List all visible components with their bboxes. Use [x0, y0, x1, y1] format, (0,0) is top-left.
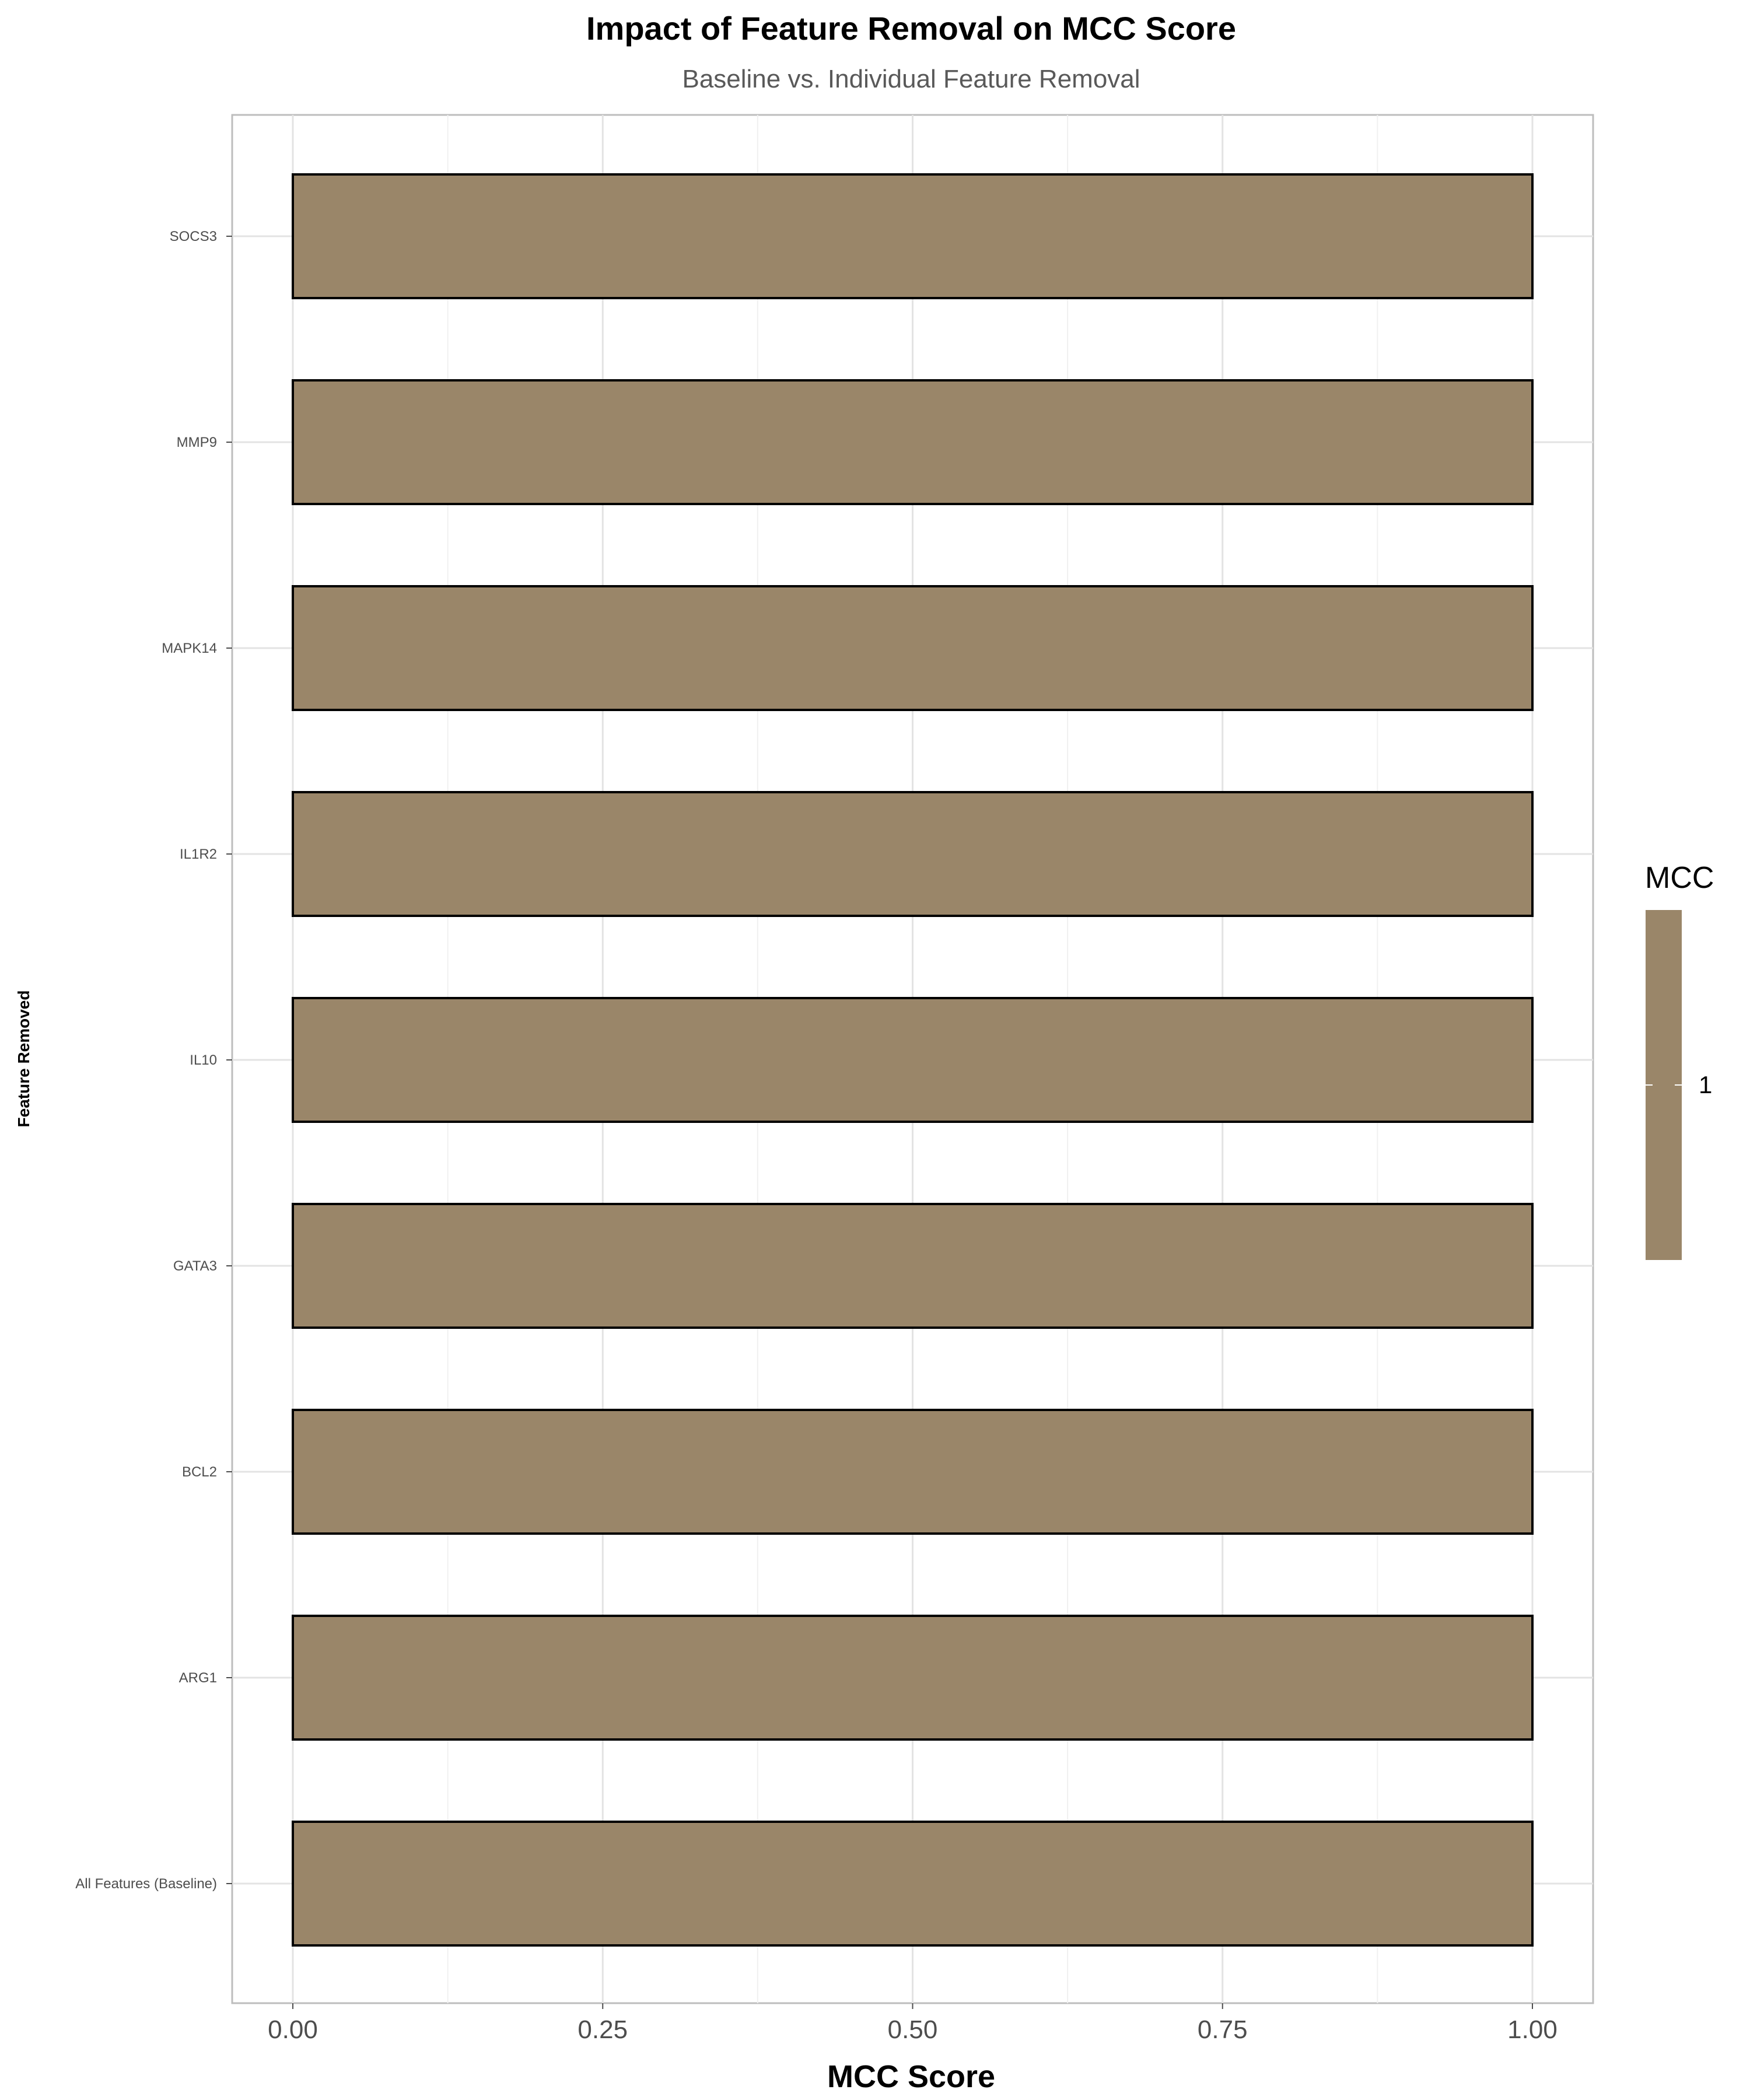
- y-tick-label: IL10: [190, 1052, 217, 1068]
- bar: [292, 379, 1534, 505]
- y-tick-label: ARG1: [179, 1670, 217, 1686]
- y-axis-ticks: All Features (Baseline) ARG1 BCL2 GATA3 IL10…: [75, 229, 232, 1892]
- bar: [292, 173, 1534, 299]
- y-tick-label: SOCS3: [170, 229, 217, 244]
- bar: [292, 585, 1534, 711]
- plot-area: [231, 114, 1594, 2004]
- y-tick-label: MMP9: [177, 435, 217, 450]
- bar: [292, 791, 1534, 917]
- y-tick-label: GATA3: [173, 1258, 217, 1274]
- x-tick-label: 1.00: [1507, 2015, 1558, 2044]
- x-tick-label: 0.00: [268, 2015, 318, 2044]
- y-tick-label: MAPK14: [162, 640, 217, 656]
- x-tick-label: 0.75: [1198, 2015, 1248, 2044]
- x-axis-ticks: 0.00 0.25 0.50 0.75 1.00: [268, 2003, 1558, 2044]
- legend-label: 1: [1699, 1071, 1712, 1098]
- chart-title: Impact of Feature Removal on MCC Score: [586, 10, 1236, 47]
- bars: [292, 173, 1534, 1947]
- bar: [292, 1409, 1534, 1535]
- y-tick-label: IL1R2: [180, 846, 217, 862]
- x-tick-label: 0.50: [888, 2015, 938, 2044]
- x-axis-title: MCC Score: [827, 2059, 995, 2094]
- y-axis-title: Feature Removed: [15, 991, 33, 1128]
- legend-title: MCC: [1645, 861, 1714, 895]
- x-tick-label: 0.25: [578, 2015, 628, 2044]
- legend: MCC 1: [1645, 861, 1714, 1260]
- chart-subtitle: Baseline vs. Individual Feature Removal: [682, 65, 1140, 93]
- y-tick-label: BCL2: [182, 1464, 217, 1480]
- bar: [292, 997, 1534, 1123]
- bar: [292, 1821, 1534, 1947]
- y-tick-label: All Features (Baseline): [75, 1876, 217, 1892]
- bar: [292, 1203, 1534, 1329]
- bar: [292, 1615, 1534, 1741]
